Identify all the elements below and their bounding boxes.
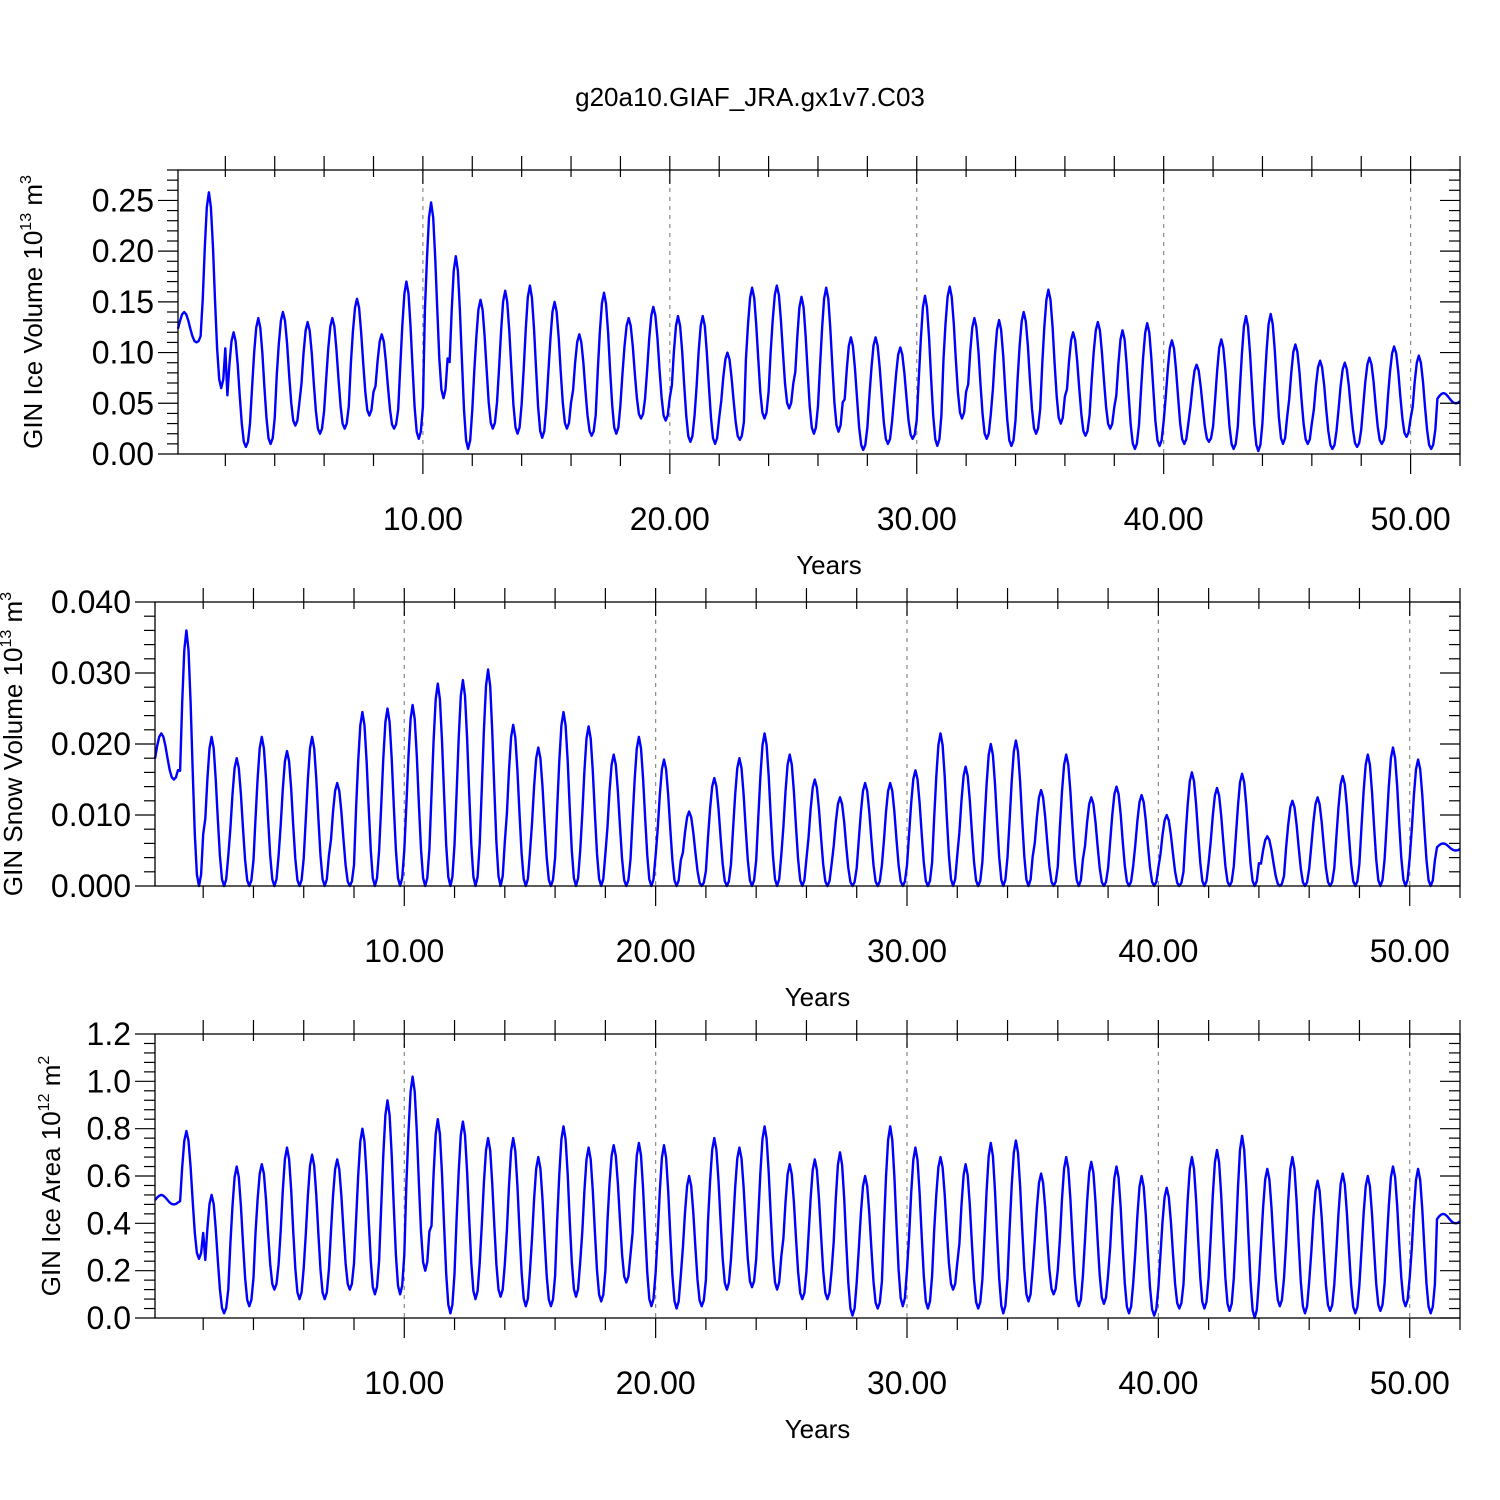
y-tick-label: 0.10 (92, 335, 154, 371)
x-axis-label: Years (785, 982, 851, 1012)
y-axis-label-main: GIN Snow Volume 10 (0, 648, 28, 897)
x-axis-label: Years (785, 1414, 851, 1444)
y-tick-label: 0.05 (92, 385, 154, 421)
series-line-3 (154, 1075, 1461, 1320)
y-tick-label: 0.15 (92, 284, 154, 320)
x-tick-label: 20.00 (616, 933, 696, 969)
y-axis-label-sup: 13 (0, 630, 15, 648)
panels: 10.00 20.00 30.00 40.00 50.00 0.00 0.05 0.10 0.1… (0, 156, 1461, 1444)
y-tick-label: 0.00 (92, 436, 154, 472)
x-tick-label: 50.00 (1371, 501, 1451, 537)
y-axis-label-unitsup: 2 (36, 1056, 53, 1065)
y-tick-label: 0.2 (87, 1253, 131, 1289)
y-tick-label: 0.010 (51, 797, 131, 833)
y-axis-label-sup: 13 (18, 213, 35, 231)
y-axis-label: GIN Ice Area 1012 m2 (36, 1056, 66, 1297)
y-axis-label-unit: m (18, 184, 48, 213)
x-axis-label: Years (796, 550, 862, 580)
y-tick-label: 0.030 (51, 655, 131, 691)
panel-1: 10.00 20.00 30.00 40.00 50.00 0.00 0.05 0.10 0.1… (18, 156, 1461, 580)
x-tick-label: 40.00 (1124, 501, 1204, 537)
y-axis-label-unit: m (36, 1065, 66, 1094)
series-line-2 (153, 629, 1461, 888)
y-tick-label: 0.8 (87, 1111, 131, 1147)
y-tick-label: 1.0 (87, 1063, 131, 1099)
x-tick-label: 10.00 (364, 933, 444, 969)
x-tick-label: 20.00 (616, 1365, 696, 1401)
panel-2: 10.00 20.00 30.00 40.00 50.00 0.000 0.010 0.020… (0, 584, 1461, 1012)
y-tick-label: 0.4 (87, 1205, 131, 1241)
y-axis-label-main: GIN Ice Volume 10 (18, 231, 48, 449)
y-tick-label: 0.000 (51, 868, 131, 904)
x-tick-label: 40.00 (1118, 1365, 1198, 1401)
series-line-1 (176, 191, 1461, 453)
y-tick-label: 0.20 (92, 233, 154, 269)
y-axis-label-unitsup: 3 (0, 592, 15, 601)
y-axis-label-sup: 12 (36, 1093, 53, 1111)
x-tick-label: 50.00 (1370, 933, 1450, 969)
x-tick-label: 10.00 (364, 1365, 444, 1401)
y-tick-label: 0.040 (51, 584, 131, 620)
x-tick-label: 10.00 (383, 501, 463, 537)
y-axis-label-unitsup: 3 (18, 175, 35, 184)
y-tick-label: 0.25 (92, 182, 154, 218)
panel-3: 10.00 20.00 30.00 40.00 50.00 0.0 0.2 0.4 0.6 0.8… (36, 1016, 1461, 1444)
y-tick-label: 0.020 (51, 726, 131, 762)
y-tick-label: 0.0 (87, 1300, 131, 1336)
x-tick-label: 30.00 (867, 933, 947, 969)
y-tick-label: 1.2 (87, 1016, 131, 1052)
x-tick-label: 30.00 (877, 501, 957, 537)
x-tick-label: 40.00 (1118, 933, 1198, 969)
x-tick-label: 50.00 (1370, 1365, 1450, 1401)
y-axis-label-unit: m (0, 601, 28, 630)
y-axis-label-main: GIN Ice Area 10 (36, 1111, 66, 1296)
figure-title: g20a10.GIAF_JRA.gx1v7.C03 (575, 82, 925, 112)
plot-frame (154, 1033, 1461, 1319)
y-tick-label: 0.6 (87, 1158, 131, 1194)
x-tick-label: 30.00 (867, 1365, 947, 1401)
x-tick-label: 20.00 (630, 501, 710, 537)
y-axis-label: GIN Ice Volume 1013 m3 (18, 175, 48, 449)
y-axis-label: GIN Snow Volume 1013 m3 (0, 592, 28, 896)
